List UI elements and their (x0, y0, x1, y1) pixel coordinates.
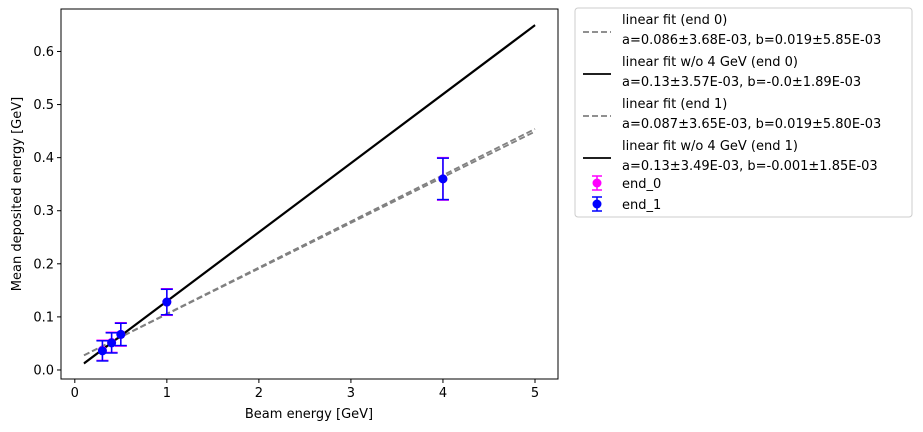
y-tick-label: 0.0 (33, 363, 54, 378)
y-tick-label: 0.4 (33, 151, 54, 166)
legend-item-fit-1: linear fit w/o 4 GeV (end 0) a=0.13±3.57… (583, 55, 861, 90)
fit-lines (83, 24, 536, 365)
data-point-end_1-2 (114, 322, 127, 347)
legend-params: a=0.13±3.57E-03, b=-0.0±1.89E-03 (622, 75, 861, 90)
marker (162, 297, 172, 307)
marker (107, 338, 117, 348)
legend-label: linear fit (end 0) (622, 13, 727, 28)
marker (97, 346, 107, 356)
legend-frame (574, 7, 913, 218)
data-point-end_1-3 (160, 288, 173, 316)
legend-label: linear fit (end 1) (622, 97, 727, 112)
legend-label: linear fit w/o 4 GeV (end 1) (622, 139, 798, 154)
y-tick-label: 0.6 (33, 45, 54, 60)
y-tick-label: 0.1 (33, 310, 54, 325)
x-axis: 0 1 2 3 4 5 (71, 379, 539, 401)
legend-label: linear fit w/o 4 GeV (end 0) (622, 55, 798, 70)
x-axis-label: Beam energy [GeV] (245, 407, 373, 422)
legend-items: linear fit (end 0) a=0.086±3.68E-03, b=0… (583, 13, 881, 213)
legend-marker (592, 178, 602, 188)
data-point-end_1-4 (436, 157, 449, 201)
y-tick-label: 0.2 (33, 257, 54, 272)
fit-line-2 (83, 128, 536, 357)
y-axis-label: Mean deposited energy [GeV] (10, 97, 25, 291)
y-axis: 0.0 0.1 0.2 0.3 0.4 0.5 0.6 (33, 45, 61, 378)
x-tick-label: 2 (255, 386, 263, 401)
x-tick-label: 3 (347, 386, 355, 401)
y-tick-label: 0.5 (33, 98, 54, 113)
marker (438, 174, 448, 184)
legend-params: a=0.086±3.68E-03, b=0.019±5.85E-03 (622, 33, 881, 48)
data-point-end_1-1 (105, 332, 118, 354)
y-tick-label: 0.3 (33, 204, 54, 219)
data-point-end_1-0 (96, 340, 109, 362)
marker (116, 329, 126, 339)
legend-marker (592, 199, 602, 209)
legend-params: a=0.13±3.49E-03, b=-0.001±1.85E-03 (622, 159, 878, 174)
x-tick-label: 1 (163, 386, 171, 401)
fit-line-3 (83, 24, 536, 365)
x-tick-label: 0 (71, 386, 79, 401)
legend-item-fit-0: linear fit (end 0) a=0.086±3.68E-03, b=0… (583, 13, 881, 48)
legend-label: end_1 (622, 198, 661, 213)
legend-item-end_1: end_1 (592, 196, 661, 213)
data-points (96, 156, 449, 362)
legend-item-end_0: end_0 (592, 175, 661, 192)
legend-item-fit-2: linear fit (end 1) a=0.087±3.65E-03, b=0… (583, 97, 881, 132)
plot-frame (60, 8, 559, 380)
x-tick-label: 4 (439, 386, 447, 401)
legend-params: a=0.087±3.65E-03, b=0.019±5.80E-03 (622, 117, 881, 132)
legend-label: end_0 (622, 177, 661, 192)
legend-item-fit-3: linear fit w/o 4 GeV (end 1) a=0.13±3.49… (583, 139, 878, 174)
x-tick-label: 5 (531, 386, 539, 401)
legend: linear fit (end 0) a=0.086±3.68E-03, b=0… (574, 7, 913, 218)
